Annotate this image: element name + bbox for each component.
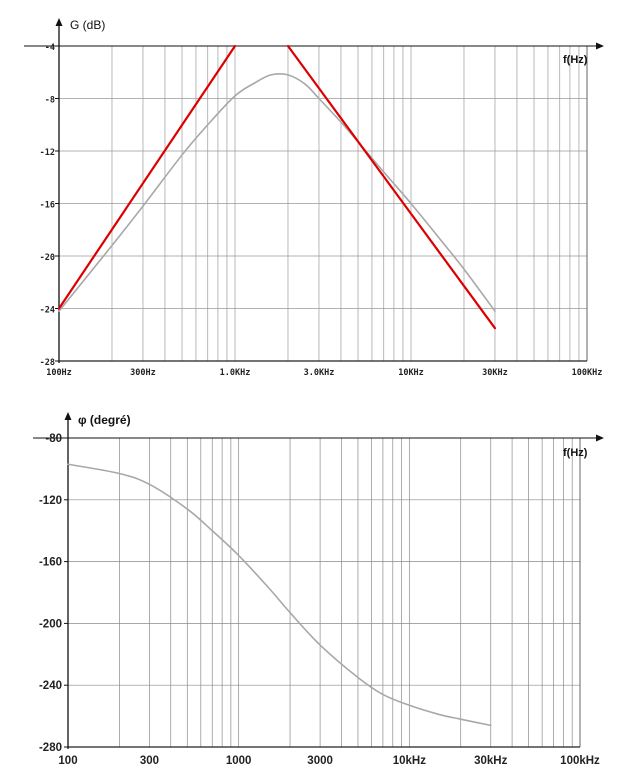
x-tick-label: 1.0KHz xyxy=(220,368,251,378)
x-tick-label: 10kHz xyxy=(393,755,426,767)
x-tick-label: 300 xyxy=(140,755,159,767)
y-tick-label: -80 xyxy=(45,433,62,445)
y-tick-label: -20 xyxy=(40,253,55,263)
x-tick-label: 100KHz xyxy=(572,368,603,378)
x-tick-label: 10KHz xyxy=(398,368,424,378)
x-axis-title: f(Hz) xyxy=(563,54,588,66)
x-tick-label: 100kHz xyxy=(560,755,600,767)
y-tick-label: -12 xyxy=(40,148,55,158)
x-tick-label: 3.0KHz xyxy=(304,368,335,378)
y-tick-label: -240 xyxy=(39,680,62,692)
response-curve xyxy=(58,73,496,312)
y-tick-label: -16 xyxy=(40,201,55,211)
x-tick-label: 30KHz xyxy=(482,368,508,378)
response-curve xyxy=(67,463,492,727)
y-axis-title: φ (degré) xyxy=(78,413,131,427)
y-axis-arrow xyxy=(55,18,63,26)
y-tick-label: -4 xyxy=(45,43,55,53)
y-tick-label: -200 xyxy=(39,618,62,630)
x-axis-arrow xyxy=(596,42,604,50)
asymptote-line xyxy=(57,44,237,310)
asymptote-line xyxy=(286,44,497,330)
x-tick-label: 30kHz xyxy=(474,755,507,767)
y-axis-arrow xyxy=(64,412,72,420)
x-tick-label: 3000 xyxy=(307,755,333,767)
y-tick-label: -120 xyxy=(39,495,62,507)
x-tick-label: 300Hz xyxy=(130,368,156,378)
y-tick-label: -28 xyxy=(40,358,55,368)
horizontal-gridlines xyxy=(68,437,580,748)
y-tick-label: -24 xyxy=(40,306,55,316)
vertical-gridlines xyxy=(119,438,573,747)
x-axis-arrow xyxy=(596,434,604,442)
x-tick-label: 100 xyxy=(58,755,77,767)
x-tick-label: 1000 xyxy=(226,755,252,767)
y-tick-label: -160 xyxy=(39,557,62,569)
y-tick-label: -8 xyxy=(45,96,55,106)
y-tick-label: -280 xyxy=(39,742,62,754)
x-axis-title: f(Hz) xyxy=(563,447,588,459)
x-tick-label: 100Hz xyxy=(46,368,72,378)
y-axis-title: G (dB) xyxy=(70,18,105,32)
